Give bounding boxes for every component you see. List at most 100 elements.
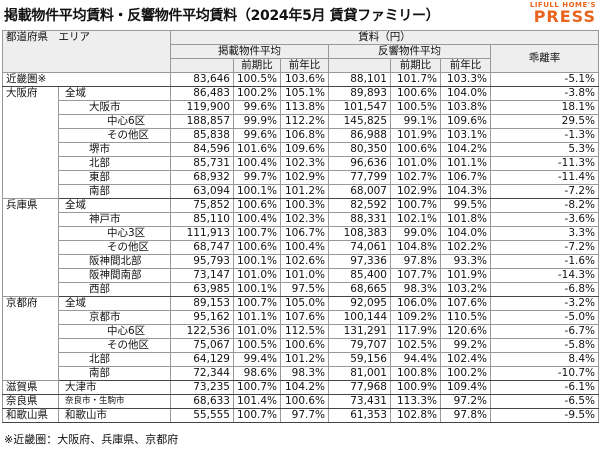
value-cell: 88,331: [328, 212, 391, 227]
value-cell: 102.3%: [280, 156, 329, 171]
value-cell: 105.1%: [280, 86, 329, 101]
value-cell: 8.4%: [490, 352, 599, 367]
sub-header: 前期比: [390, 58, 441, 73]
table-row: 西部 63,985 100.1% 97.5% 68,665 98.3% 103.2% -6.8…: [3, 282, 599, 297]
value-cell: 101.1%: [233, 310, 281, 325]
value-cell: 77,799: [328, 170, 391, 185]
value-cell: -7.2%: [490, 184, 599, 199]
area-cell: 阪神間北部: [58, 254, 171, 269]
value-cell: 101,547: [328, 100, 391, 115]
area-cell: 全域: [58, 86, 171, 101]
value-cell: 61,353: [328, 408, 391, 423]
value-cell: 73,235: [170, 380, 234, 395]
prefecture-cell: 京都府: [2, 296, 59, 381]
prefecture-cell: 近畿圏※: [2, 72, 171, 87]
value-cell: 93.3%: [440, 254, 491, 269]
value-cell: 68,665: [328, 282, 391, 297]
value-cell: 104.3%: [440, 184, 491, 199]
value-cell: 102.5%: [390, 338, 441, 353]
area-cell: 中心6区: [58, 324, 171, 339]
table-row: 京都市 95,162 101.1% 107.6% 100,144 109.2% 110.5%…: [3, 310, 599, 325]
area-cell: 大津市: [58, 380, 171, 395]
value-cell: 101.9%: [390, 128, 441, 143]
prefecture-cell: 奈良県: [2, 394, 59, 409]
value-cell: 100.6%: [390, 86, 441, 101]
area-cell: 全域: [58, 198, 171, 213]
table-row: 近畿圏※ 83,646 100.5% 103.6% 88,101 101.7% 103.3%…: [2, 72, 599, 87]
value-cell: 63,985: [170, 282, 234, 297]
value-cell: 97.2%: [440, 394, 491, 409]
value-cell: 102.3%: [280, 212, 329, 227]
value-cell: 101.6%: [233, 142, 281, 157]
value-cell: 74,061: [328, 240, 391, 255]
value-cell: 102.1%: [390, 212, 441, 227]
value-cell: -5.8%: [490, 338, 599, 353]
value-cell: 89,153: [170, 296, 234, 311]
area-cell: 南部: [58, 184, 171, 199]
area-cell: 神戸市: [58, 212, 171, 227]
value-cell: 75,067: [170, 338, 234, 353]
value-cell: 101.2%: [280, 184, 329, 199]
table-row: 中心6区 188,857 99.9% 112.2% 145,825 99.1% 109.6%…: [3, 114, 599, 129]
value-cell: 98.3%: [390, 282, 441, 297]
prefecture-cell: 滋賀県: [2, 380, 59, 395]
table-row: 南部 63,094 100.1% 101.2% 68,007 102.9% 104.3% -7…: [3, 184, 599, 199]
sub-header: 前年比: [440, 58, 491, 73]
value-cell: 109.2%: [390, 310, 441, 325]
table-row: 中心6区 122,536 101.0% 112.5% 131,291 117.9% 120.…: [3, 324, 599, 339]
value-cell: -6.5%: [490, 394, 599, 409]
region-header: 都道府県 エリア: [2, 30, 171, 73]
value-cell: 99.0%: [390, 226, 441, 241]
value-cell: 63,094: [170, 184, 234, 199]
value-cell: 110.5%: [440, 310, 491, 325]
value-cell: 100.2%: [233, 86, 281, 101]
table-row: 北部 85,731 100.4% 102.3% 96,636 101.0% 101.1% -1…: [3, 156, 599, 171]
value-cell: 107.6%: [440, 296, 491, 311]
value-cell: 131,291: [328, 324, 391, 339]
value-cell: 106.7%: [280, 226, 329, 241]
value-cell: 99.7%: [233, 170, 281, 185]
value-cell: 97.5%: [280, 282, 329, 297]
area-cell: 京都市: [58, 310, 171, 325]
value-cell: 100.4%: [233, 212, 281, 227]
table-row: 中心3区 111,913 100.7% 106.7% 108,383 99.0% 104.0…: [3, 226, 599, 241]
value-cell: 100.6%: [233, 198, 281, 213]
table-row: 奈良県 奈良市・生駒市 68,633 101.4% 100.6% 73,431 113.3%…: [2, 394, 599, 409]
value-cell: 85,400: [328, 268, 391, 283]
value-cell: 95,162: [170, 310, 234, 325]
value-cell: 101.7%: [390, 72, 441, 87]
table-row: その他区 85,838 99.6% 106.8% 86,988 101.9% 103.1% -…: [3, 128, 599, 143]
value-cell: 99.6%: [233, 100, 281, 115]
value-cell: 92,095: [328, 296, 391, 311]
value-cell: 100.8%: [390, 366, 441, 381]
value-cell: 101.0%: [390, 156, 441, 171]
value-cell: -5.1%: [490, 72, 599, 87]
area-cell: 西部: [58, 282, 171, 297]
table-row: その他区 68,747 100.6% 100.4% 74,061 104.8% 102.2%…: [3, 240, 599, 255]
value-cell: 100.3%: [280, 198, 329, 213]
table-row: 大阪市 119,900 99.6% 113.8% 101,547 100.5% 103.8%…: [3, 100, 599, 115]
value-cell: 102.8%: [390, 408, 441, 423]
area-cell: 阪神間南部: [58, 268, 171, 283]
value-cell: 97.8%: [440, 408, 491, 423]
value-cell: 102.9%: [280, 170, 329, 185]
area-cell: 中心6区: [58, 114, 171, 129]
value-cell: 99.6%: [233, 128, 281, 143]
value-cell: 98.3%: [280, 366, 329, 381]
value-cell: 100.6%: [390, 142, 441, 157]
value-cell: 100.1%: [233, 282, 281, 297]
value-cell: -5.0%: [490, 310, 599, 325]
logo-bottom: PRESS: [533, 7, 596, 26]
value-cell: 5.3%: [490, 142, 599, 157]
value-cell: 3.3%: [490, 226, 599, 241]
value-cell: 72,344: [170, 366, 234, 381]
area-cell: 奈良市・生駒市: [58, 394, 171, 409]
value-cell: 79,707: [328, 338, 391, 353]
value-cell: 100.6%: [233, 240, 281, 255]
value-cell: 102.9%: [390, 184, 441, 199]
value-cell: 100.2%: [440, 366, 491, 381]
value-cell: 97.7%: [280, 408, 329, 423]
value-cell: 104.8%: [390, 240, 441, 255]
area-cell: その他区: [58, 338, 171, 353]
